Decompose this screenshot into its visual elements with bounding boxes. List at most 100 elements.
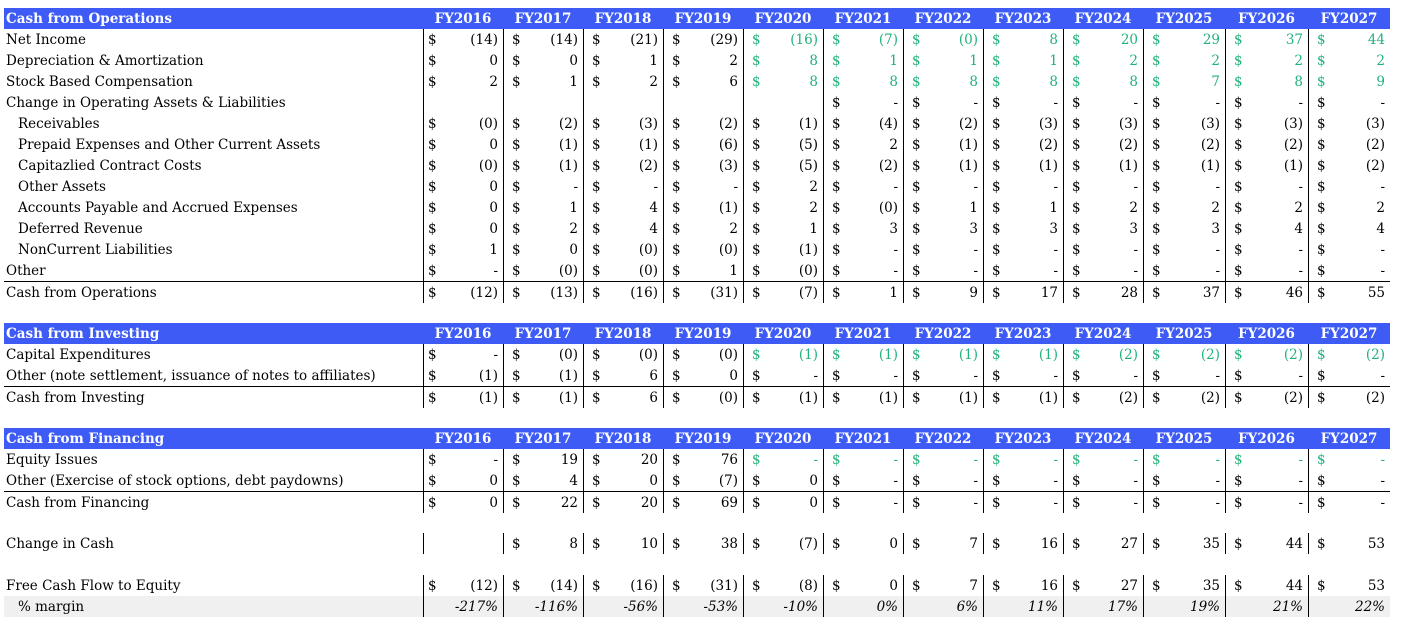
value-cell[interactable]: $ (2): [1308, 344, 1391, 365]
value-cell[interactable]: $2: [1308, 50, 1391, 71]
value-cell[interactable]: $2: [583, 71, 664, 92]
value-cell[interactable]: $0: [423, 50, 504, 71]
value-cell[interactable]: $3: [1143, 218, 1226, 239]
value-cell[interactable]: $ (7): [823, 29, 904, 50]
value-cell[interactable]: $8: [983, 29, 1064, 50]
value-cell[interactable]: $ -: [1063, 92, 1144, 113]
value-cell[interactable]: 11%: [983, 596, 1064, 617]
value-cell[interactable]: $ -: [1143, 365, 1226, 386]
value-cell[interactable]: $ (3): [983, 113, 1064, 134]
value-cell[interactable]: $1: [983, 197, 1064, 218]
value-cell[interactable]: $ (1): [903, 134, 984, 155]
value-cell[interactable]: $ (0): [663, 344, 744, 365]
value-cell[interactable]: $ (2): [663, 113, 744, 134]
value-cell[interactable]: $ -: [903, 92, 984, 113]
value-cell[interactable]: $27: [1063, 575, 1144, 596]
value-cell[interactable]: $ (1): [903, 155, 984, 176]
value-cell[interactable]: $ (1): [1225, 155, 1309, 176]
value-cell[interactable]: $0: [743, 492, 824, 513]
value-cell[interactable]: $ (2): [983, 134, 1064, 155]
value-cell[interactable]: $27: [1063, 533, 1144, 554]
value-cell[interactable]: $76: [663, 449, 744, 470]
value-cell[interactable]: $ -: [1143, 239, 1226, 260]
value-cell[interactable]: $ -: [1225, 470, 1309, 491]
value-cell[interactable]: $6: [583, 387, 664, 408]
value-cell[interactable]: $ -: [423, 260, 504, 281]
value-cell[interactable]: $ -: [903, 492, 984, 513]
value-cell[interactable]: $7: [1143, 71, 1226, 92]
value-cell[interactable]: $ -: [983, 492, 1064, 513]
value-cell[interactable]: [743, 92, 824, 113]
value-cell[interactable]: $ (7): [743, 282, 824, 303]
value-cell[interactable]: [503, 92, 584, 113]
value-cell[interactable]: $7: [903, 575, 984, 596]
value-cell[interactable]: $ (0): [663, 239, 744, 260]
value-cell[interactable]: $ (1): [983, 387, 1064, 408]
value-cell[interactable]: $0: [823, 533, 904, 554]
value-cell[interactable]: $3: [983, 218, 1064, 239]
value-cell[interactable]: $ -: [903, 239, 984, 260]
value-cell[interactable]: -53%: [663, 596, 744, 617]
value-cell[interactable]: $4: [1225, 218, 1309, 239]
value-cell[interactable]: $ -: [583, 176, 664, 197]
value-cell[interactable]: $ -: [1308, 92, 1391, 113]
value-cell[interactable]: $ (8): [743, 575, 824, 596]
value-cell[interactable]: $8: [983, 71, 1064, 92]
value-cell[interactable]: $10: [583, 533, 664, 554]
value-cell[interactable]: $ (2): [1063, 387, 1144, 408]
value-cell[interactable]: $1: [823, 282, 904, 303]
value-cell[interactable]: $2: [503, 218, 584, 239]
value-cell[interactable]: $4: [503, 470, 584, 491]
value-cell[interactable]: -217%: [423, 596, 504, 617]
value-cell[interactable]: $8: [743, 50, 824, 71]
value-cell[interactable]: $9: [903, 282, 984, 303]
value-cell[interactable]: $35: [1143, 533, 1226, 554]
value-cell[interactable]: $ (0): [903, 29, 984, 50]
value-cell[interactable]: $2: [1225, 50, 1309, 71]
value-cell[interactable]: $ -: [1308, 449, 1391, 470]
value-cell[interactable]: $ (1): [823, 387, 904, 408]
value-cell[interactable]: $ (1): [823, 344, 904, 365]
value-cell[interactable]: $ (3): [1225, 113, 1309, 134]
value-cell[interactable]: $ -: [823, 92, 904, 113]
value-cell[interactable]: $ -: [1063, 365, 1144, 386]
value-cell[interactable]: 21%: [1225, 596, 1309, 617]
value-cell[interactable]: $ -: [1225, 176, 1309, 197]
value-cell[interactable]: $ (1): [1063, 155, 1144, 176]
value-cell[interactable]: $ -: [823, 239, 904, 260]
value-cell[interactable]: $ (2): [1143, 387, 1226, 408]
value-cell[interactable]: $ (2): [823, 155, 904, 176]
value-cell[interactable]: $ -: [823, 176, 904, 197]
value-cell[interactable]: $ -: [903, 176, 984, 197]
value-cell[interactable]: $ (2): [1308, 387, 1391, 408]
value-cell[interactable]: $ -: [903, 260, 984, 281]
value-cell[interactable]: $2: [423, 71, 504, 92]
value-cell[interactable]: $28: [1063, 282, 1144, 303]
value-cell[interactable]: $ -: [983, 239, 1064, 260]
value-cell[interactable]: $4: [583, 218, 664, 239]
value-cell[interactable]: $ (2): [583, 155, 664, 176]
value-cell[interactable]: $ (1): [503, 134, 584, 155]
value-cell[interactable]: $ (3): [1308, 113, 1391, 134]
value-cell[interactable]: $ (16): [583, 575, 664, 596]
value-cell[interactable]: $0: [503, 50, 584, 71]
value-cell[interactable]: $ -: [903, 365, 984, 386]
value-cell[interactable]: $ -: [1308, 470, 1391, 491]
value-cell[interactable]: $ (14): [503, 29, 584, 50]
value-cell[interactable]: $ (3): [663, 155, 744, 176]
value-cell[interactable]: $2: [1143, 197, 1226, 218]
value-cell[interactable]: $ (12): [423, 575, 504, 596]
value-cell[interactable]: $ (2): [503, 113, 584, 134]
value-cell[interactable]: $44: [1225, 533, 1309, 554]
value-cell[interactable]: $37: [1143, 282, 1226, 303]
value-cell[interactable]: $ (1): [503, 365, 584, 386]
value-cell[interactable]: $ -: [1063, 176, 1144, 197]
value-cell[interactable]: $ -: [1308, 492, 1391, 513]
value-cell[interactable]: $ (0): [583, 239, 664, 260]
value-cell[interactable]: $ -: [1225, 239, 1309, 260]
value-cell[interactable]: $ (0): [423, 155, 504, 176]
value-cell[interactable]: $53: [1308, 575, 1391, 596]
value-cell[interactable]: $ (1): [503, 387, 584, 408]
value-cell[interactable]: $ -: [983, 260, 1064, 281]
value-cell[interactable]: $19: [503, 449, 584, 470]
